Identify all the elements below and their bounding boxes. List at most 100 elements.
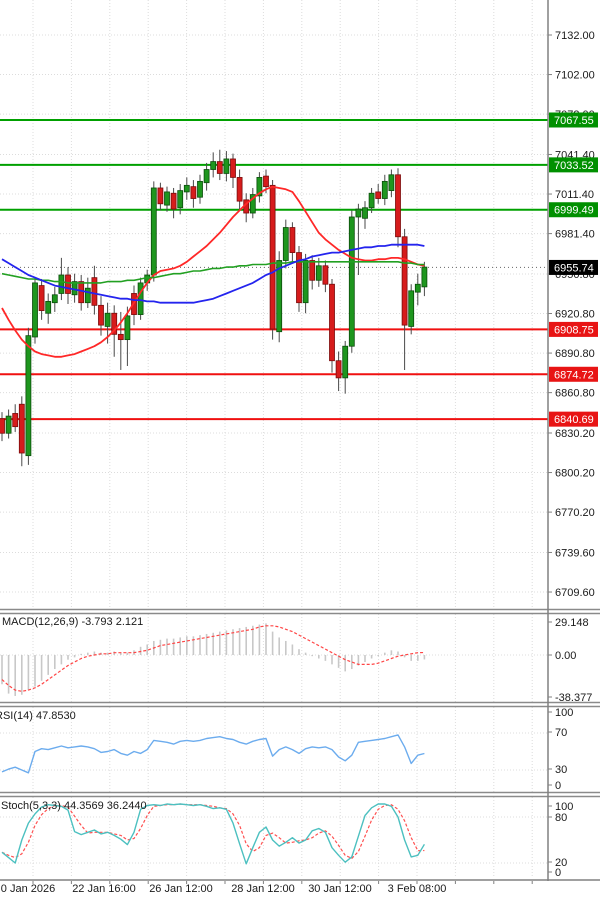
- candle-down: [395, 174, 401, 238]
- candle-down: [263, 175, 269, 188]
- candle-up: [104, 312, 111, 327]
- stoch-axis-label: 0: [555, 867, 561, 879]
- resistance-price-badge: [549, 202, 598, 218]
- price-tick-label: 6770.20: [555, 507, 595, 519]
- candle-up: [368, 192, 375, 209]
- macd-axis-label: 29.148: [555, 617, 589, 629]
- price-tick-label: 7011.40: [555, 189, 594, 201]
- candle-up: [355, 208, 362, 218]
- macd-signal-line: [1, 625, 425, 692]
- time-axis-label: 26 Jan 12:00: [149, 883, 213, 895]
- candle-up: [414, 283, 421, 293]
- candle-up: [51, 294, 58, 304]
- candle-up: [203, 169, 210, 184]
- rsi-axis-label: 0: [555, 780, 561, 792]
- stoch-k-line: [1, 803, 426, 865]
- candle-up: [210, 161, 217, 170]
- price-tick-label: 6830.20: [555, 428, 595, 440]
- support-price-badge: [549, 411, 598, 427]
- candle-down: [111, 312, 118, 335]
- stoch-axis-label: 20: [555, 857, 567, 869]
- candle-down: [18, 403, 25, 454]
- macd-axis-label: 0.00: [555, 650, 576, 662]
- candle-down: [0, 418, 5, 434]
- candle-up: [342, 345, 349, 379]
- resistance-price-badge: [549, 112, 598, 128]
- candle-up: [183, 184, 190, 193]
- macd-indicator-label: MACD(12,26,9) -3.793 2.121: [2, 616, 144, 628]
- candle-down: [401, 236, 408, 326]
- time-axis-label: 3 Feb 08:00: [387, 883, 447, 895]
- price-tick-label: 6890.80: [555, 348, 595, 360]
- candle-up: [362, 207, 368, 219]
- time-axis-label: 22 Jan 16:00: [72, 883, 136, 895]
- candle-down: [309, 260, 316, 281]
- candle-up: [408, 290, 415, 327]
- price-tick-label: 6739.60: [555, 547, 595, 559]
- candle-up: [177, 190, 184, 209]
- candle-down: [78, 281, 85, 304]
- resistance-price-badge-text: 6999.49: [554, 205, 594, 217]
- candle-up: [84, 287, 91, 304]
- candle-up: [348, 216, 355, 347]
- stoch-axis-label: 80: [555, 812, 567, 824]
- candle-down: [216, 161, 223, 174]
- candle-down: [289, 227, 296, 253]
- candle-up: [32, 282, 38, 338]
- rsi-axis-label: 30: [555, 764, 567, 776]
- support-price-badge-text: 6840.69: [554, 414, 594, 426]
- candle-up: [388, 174, 395, 192]
- candle-down: [91, 277, 98, 306]
- candle-down: [335, 360, 342, 379]
- candle-up: [276, 260, 283, 333]
- ma-red-line: [1, 185, 425, 358]
- candle-down: [98, 304, 104, 326]
- current-price-badge-text: 6955.74: [554, 262, 594, 274]
- candle-up: [256, 177, 263, 197]
- candle-down: [190, 186, 197, 199]
- price-tick-label: 6860.80: [555, 388, 595, 400]
- resistance-price-badge-text: 7033.52: [554, 160, 594, 172]
- stoch-axis-label: 100: [555, 801, 573, 813]
- candle-up: [25, 335, 32, 457]
- price-tick-label: 6800.20: [555, 468, 595, 480]
- time-axis-label: 0 Jan 2026: [0, 883, 56, 895]
- rsi-indicator-label: RSI(14) 47.8530: [0, 710, 76, 722]
- price-tick-label: 6709.60: [555, 587, 595, 599]
- candle-down: [65, 274, 71, 294]
- candle-down: [12, 413, 19, 428]
- candle-up: [137, 282, 144, 315]
- resistance-price-badge-text: 7067.55: [554, 115, 594, 127]
- macd-axis-label: -38.377: [555, 692, 592, 704]
- support-price-badge-text: 6874.72: [554, 369, 594, 381]
- candle-down: [230, 158, 236, 178]
- candle-up: [421, 266, 428, 288]
- candle-up: [249, 194, 256, 214]
- candle-up: [223, 158, 230, 174]
- candle-up: [197, 180, 203, 198]
- rsi-axis-label: 100: [555, 707, 573, 719]
- price-tick-label: 6920.80: [555, 309, 595, 321]
- candle-up: [5, 415, 12, 434]
- candle-up: [315, 265, 322, 281]
- rsi-axis-label: 70: [555, 727, 567, 739]
- price-tick-label: 6981.40: [555, 229, 595, 241]
- candle-up: [381, 180, 388, 199]
- ma-green-line: [1, 260, 425, 284]
- candle-down: [38, 285, 45, 312]
- candle-up: [124, 315, 131, 341]
- candle-up: [302, 260, 309, 304]
- current-price-badge: [549, 259, 598, 275]
- candle-up: [164, 191, 170, 206]
- time-axis-label: 28 Jan 12:00: [231, 883, 295, 895]
- stoch-d-line: [1, 803, 425, 860]
- candle-down: [170, 192, 177, 210]
- candle-up: [282, 227, 289, 261]
- stoch-indicator-label: Stoch(5,3,3) 44.3569 36.2440: [1, 800, 147, 812]
- candle-up: [45, 300, 52, 314]
- candle-down: [329, 283, 335, 362]
- candle-down: [117, 333, 124, 341]
- candle-down: [296, 252, 302, 304]
- support-price-badge-text: 6908.75: [554, 324, 594, 336]
